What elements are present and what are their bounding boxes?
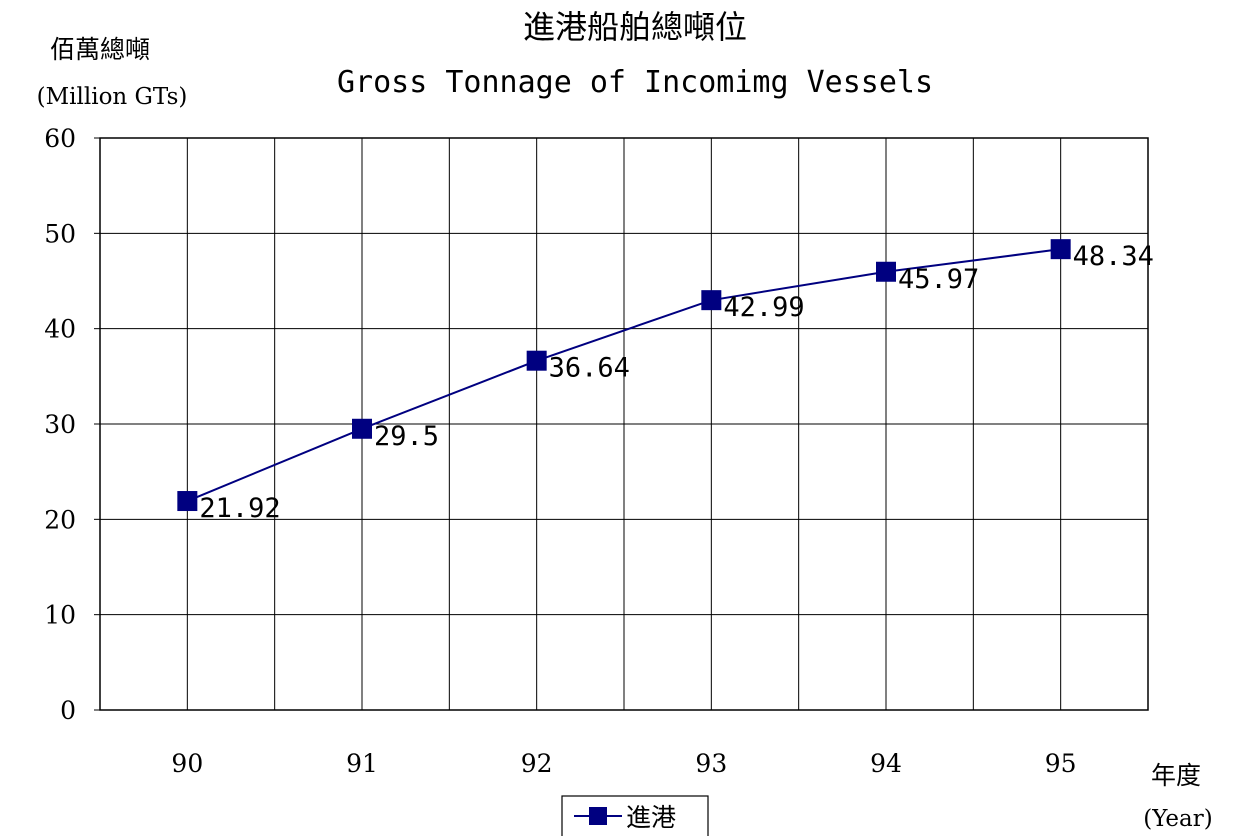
data-point-91 [352,418,372,439]
y-tick-label-30: 30 [44,410,76,439]
chart-title: 進港船舶總噸位 [523,8,747,46]
x-tick-label-90: 90 [171,749,203,778]
x-axis-ticks: 90 91 92 93 94 95 [171,749,1076,778]
x-axis-label-en: (Year) [1143,806,1212,832]
x-tick-label-92: 92 [521,749,553,778]
data-point-90 [177,491,198,512]
y-tick-label-40: 40 [44,315,76,344]
series-line-0 [186,248,1061,502]
x-axis-label: 年度 [1151,761,1201,790]
legend: 進港 [561,795,709,836]
gridlines [100,138,1148,710]
data-point-95 [1050,239,1071,260]
x-tick-label-93: 93 [695,749,727,778]
y-axis-label-en: (Million GTs) [37,84,188,110]
data-label-94: 45.97 [898,264,979,295]
x-tick-label-91: 91 [346,749,378,778]
data-label-95: 48.34 [1073,241,1154,272]
legend-marker [589,807,607,825]
y-axis-label: 佰萬總噸 [50,35,150,64]
data-label-93: 42.99 [723,292,804,323]
chart-subtitle: Gross Tonnage of Incomimg Vessels [337,65,933,100]
y-tick-label-0: 0 [60,696,76,725]
y-axis-ticks: 0 10 20 30 40 50 60 [44,124,100,725]
y-tick-label-50: 50 [44,219,76,248]
x-tick-label-94: 94 [870,749,902,778]
y-tick-label-20: 20 [44,505,76,534]
data-point-93 [701,290,722,311]
x-tick-label-95: 95 [1045,749,1077,778]
data-point-94 [876,261,896,282]
data-label-92: 36.64 [549,353,630,384]
y-tick-label-60: 60 [44,124,76,153]
data-label-90: 21.92 [199,493,280,524]
y-tick-label-10: 10 [44,601,76,630]
data-label-91: 29.5 [374,421,439,452]
data-point-92 [526,350,547,371]
series-group: 21.92 29.5 36.64 42.99 45.97 48.34 [177,239,1154,524]
legend-label: 進港 [626,803,676,832]
